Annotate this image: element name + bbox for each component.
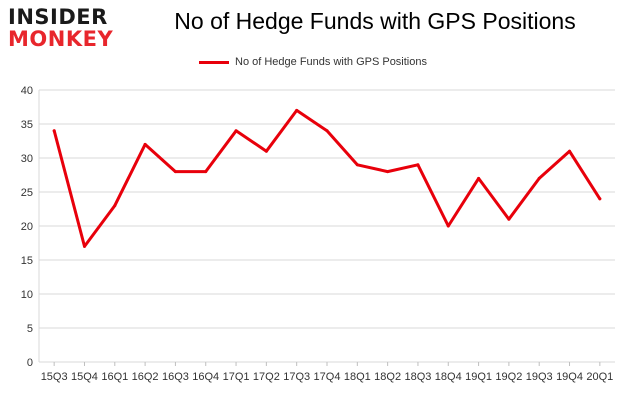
- data-point: [234, 129, 238, 133]
- data-point: [477, 176, 481, 180]
- insider-monkey-logo: INSIDER MONKEY: [8, 6, 118, 54]
- y-tick-label: 35: [21, 119, 33, 131]
- data-point: [386, 170, 390, 174]
- data-point: [325, 129, 329, 133]
- x-tick-label: 19Q2: [495, 371, 522, 383]
- data-point: [446, 224, 450, 228]
- data-point: [537, 176, 541, 180]
- x-tick-label: 19Q3: [526, 371, 553, 383]
- data-point: [507, 217, 511, 221]
- chart-title: No of Hedge Funds with GPS Positions: [174, 8, 576, 34]
- data-point: [568, 149, 572, 153]
- logo-line-1: INSIDER: [8, 5, 108, 29]
- x-tick-label: 17Q3: [283, 371, 310, 383]
- x-tick-label: 16Q2: [132, 371, 159, 383]
- x-tick-label: 18Q1: [344, 371, 371, 383]
- x-tick-label: 15Q4: [71, 371, 98, 383]
- x-tick-label: 16Q4: [192, 371, 219, 383]
- x-tick-label: 19Q4: [556, 371, 583, 383]
- y-tick-label: 25: [21, 187, 33, 199]
- x-tick-label: 16Q3: [162, 371, 189, 383]
- x-tick-label: 16Q1: [101, 371, 128, 383]
- chart-legend: No of Hedge Funds with GPS Positions: [199, 54, 427, 70]
- x-tick-label: 18Q2: [374, 371, 401, 383]
- y-tick-label: 30: [21, 153, 33, 165]
- x-tick-label: 18Q3: [404, 371, 431, 383]
- y-tick-label: 0: [27, 357, 33, 369]
- x-tick-label: 15Q3: [41, 371, 68, 383]
- y-tick-label: 10: [21, 289, 33, 301]
- y-tick-label: 20: [21, 221, 33, 233]
- data-point: [82, 244, 86, 248]
- data-point: [52, 129, 56, 133]
- y-tick-label: 5: [27, 323, 33, 335]
- data-point: [143, 142, 147, 146]
- logo-line-2: MONKEY: [8, 27, 114, 51]
- x-tick-label: 19Q1: [465, 371, 492, 383]
- data-point: [264, 149, 268, 153]
- legend-swatch: [199, 60, 229, 64]
- x-tick-label: 17Q4: [314, 371, 341, 383]
- data-point: [113, 204, 117, 208]
- x-tick-label: 17Q2: [253, 371, 280, 383]
- x-tick-label: 17Q1: [223, 371, 250, 383]
- data-point: [173, 170, 177, 174]
- x-tick-label: 18Q4: [435, 371, 462, 383]
- y-tick-label: 15: [21, 255, 33, 267]
- data-point: [416, 163, 420, 167]
- data-point: [204, 170, 208, 174]
- data-point: [295, 108, 299, 112]
- data-point: [598, 197, 602, 201]
- data-point: [355, 163, 359, 167]
- y-tick-label: 40: [21, 85, 33, 97]
- legend-label: No of Hedge Funds with GPS Positions: [235, 56, 427, 68]
- x-tick-label: 20Q1: [586, 371, 613, 383]
